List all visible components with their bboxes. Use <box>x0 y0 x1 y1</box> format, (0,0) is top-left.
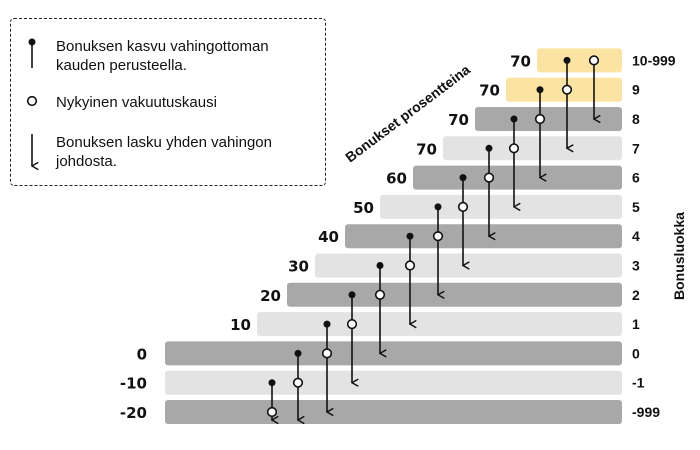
bonus-class-label: 5 <box>632 199 640 215</box>
rise-dot-icon <box>348 291 356 299</box>
current-period-circle-icon <box>457 201 469 212</box>
current-period-circle-icon <box>432 231 444 242</box>
bonus-percent-label: -10 <box>120 375 147 393</box>
step-bar--1 <box>165 370 622 395</box>
step-bar--999 <box>165 400 622 424</box>
rise-dot-icon <box>434 203 442 211</box>
rise-dot-icon <box>536 86 544 94</box>
step-bar-1 <box>257 312 622 337</box>
bonus-class-label: 9 <box>632 82 640 98</box>
bonus-class-label: 10-999 <box>632 52 676 68</box>
bonus-percent-label: 30 <box>288 258 309 276</box>
bonus-percent-label: 20 <box>260 287 281 305</box>
step-bar-2 <box>287 282 622 307</box>
bonus-class-label: 8 <box>632 111 640 127</box>
rise-dot-icon <box>406 232 414 240</box>
bonus-percent-label: 70 <box>510 52 531 70</box>
bonus-class-label: 1 <box>632 316 640 332</box>
bonus-percent-label: -20 <box>120 404 147 422</box>
current-period-circle-icon <box>483 172 495 183</box>
vertical-title: Bonusluokka <box>671 212 687 300</box>
bonus-transitions <box>266 55 600 420</box>
rise-dot-icon <box>268 379 276 387</box>
bonus-class-label: 7 <box>632 140 640 156</box>
legend-current-text: Nykyinen vakuutuskausi <box>56 94 217 111</box>
bonus-class-label: 0 <box>632 345 640 361</box>
bonus-class-label: 2 <box>632 287 640 303</box>
step-bar-5 <box>380 194 622 219</box>
step-bar-10-999 <box>537 48 622 73</box>
current-period-circle-icon <box>374 289 386 300</box>
bonus-labels: -999 -20 -1 -10 0 0 1 10 2 20 3 30 4 40 5 50 6 60 7 70 8 70 9 7… <box>120 52 676 422</box>
current-period-circle-icon <box>266 406 278 418</box>
step-bar-8 <box>475 107 622 131</box>
bonus-percent-label: 60 <box>386 170 407 188</box>
rise-dot-icon <box>563 56 571 64</box>
bonus-class-label: 4 <box>632 228 640 244</box>
current-period-circle-icon <box>346 319 358 330</box>
rise-dot-icon <box>485 144 493 152</box>
legend-drop-text: Bonuksen lasku yhden vahingon johdosta. <box>56 134 272 170</box>
rise-dot-icon <box>510 115 518 123</box>
bonus-percent-label: 40 <box>318 228 339 246</box>
bonus-class-label: -999 <box>632 404 660 420</box>
current-period-circle-icon <box>561 84 573 95</box>
bonus-percent-label: 70 <box>479 82 500 100</box>
current-period-circle-icon <box>508 143 520 154</box>
bonus-class-label: 6 <box>632 170 640 186</box>
bonus-percent-label: 70 <box>448 111 469 129</box>
legend-rise-text: Bonuksen kasvu vahingottoman kauden peru… <box>56 38 269 74</box>
step-bar-0 <box>165 341 622 366</box>
step-bar-4 <box>345 224 622 249</box>
legend-box <box>10 18 326 186</box>
legend-rise-dot-icon <box>28 38 36 46</box>
current-period-circle-icon <box>292 377 304 388</box>
bonus-class-label: 3 <box>632 258 640 274</box>
rise-dot-icon <box>294 349 302 357</box>
bonus-class-label: -1 <box>632 375 645 391</box>
rise-dot-icon <box>376 262 384 269</box>
current-period-circle-icon <box>534 113 546 125</box>
step-bar-3 <box>315 253 622 278</box>
bonus-percent-label: 0 <box>137 345 147 363</box>
step-bar-7 <box>443 136 622 161</box>
step-bar-6 <box>413 165 622 190</box>
current-period-circle-icon <box>321 348 333 359</box>
rise-dot-icon <box>323 320 331 328</box>
bonus-percent-label: 50 <box>353 199 374 217</box>
current-period-circle-icon <box>404 260 416 271</box>
current-period-circle-icon <box>588 55 600 66</box>
legend-current-circle-icon <box>26 95 38 107</box>
legend-icons <box>26 38 38 167</box>
bonus-percent-label: 70 <box>416 140 437 158</box>
bonus-steps <box>165 48 622 424</box>
bonus-percent-label: 10 <box>230 316 251 334</box>
rise-dot-icon <box>459 174 467 182</box>
